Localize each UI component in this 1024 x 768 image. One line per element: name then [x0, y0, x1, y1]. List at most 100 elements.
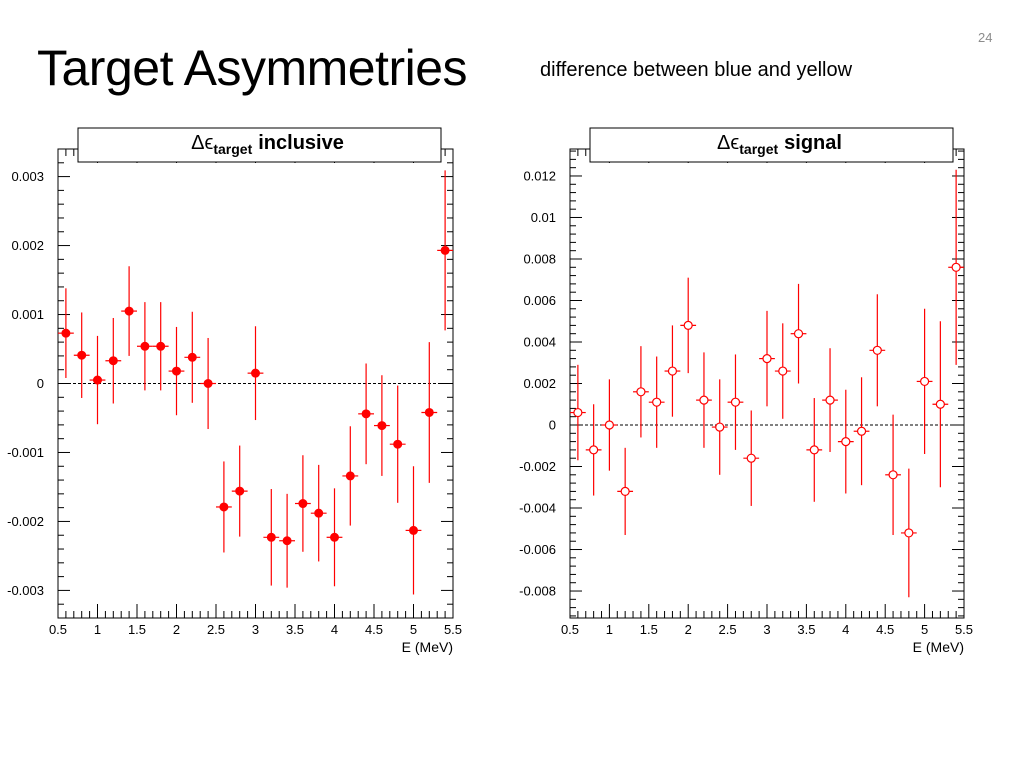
data-point	[326, 488, 343, 587]
marker-filled-circle	[361, 409, 371, 419]
y-tick-label: 0.012	[523, 168, 556, 183]
chart-title: Δϵtarget inclusive	[191, 132, 344, 157]
x-tick-label: 0.5	[561, 622, 579, 637]
marker-filled-circle	[424, 407, 434, 417]
data-point	[806, 398, 823, 502]
data-point	[279, 493, 295, 588]
x-tick-label: 4.5	[365, 622, 383, 637]
marker-open-circle	[904, 528, 914, 538]
data-point	[73, 312, 90, 398]
marker-open-circle	[888, 470, 898, 480]
x-tick-label: 4	[331, 622, 338, 637]
data-point	[617, 447, 634, 535]
data-point	[89, 335, 106, 425]
data-point	[916, 308, 933, 455]
marker-filled-circle	[251, 368, 260, 378]
chart-title-text: inclusive	[258, 132, 344, 154]
marker-filled-circle	[409, 525, 418, 535]
chart-title-box	[589, 127, 954, 163]
marker-filled-circle	[314, 508, 324, 518]
data-point	[664, 325, 681, 417]
y-tick-label: 0.002	[523, 376, 556, 391]
y-tick-label: -0.002	[7, 514, 44, 529]
marker-filled-circle	[282, 536, 292, 546]
y-tick-label: 0.01	[531, 210, 556, 225]
chart-title-subscript: target	[739, 141, 778, 157]
marker-open-circle	[746, 453, 756, 463]
data-point	[200, 337, 216, 430]
x-axis-label: E (MeV)	[913, 639, 964, 655]
data-point	[585, 404, 602, 496]
marker-filled-circle	[377, 421, 387, 431]
marker-filled-circle	[108, 356, 118, 366]
x-tick-label: 3.5	[286, 622, 304, 637]
y-tick-label: -0.004	[519, 501, 556, 516]
data-point	[711, 379, 728, 475]
marker-open-circle	[715, 422, 725, 432]
y-tick-label: 0.004	[523, 334, 556, 349]
marker-open-circle	[951, 262, 961, 272]
data-point	[216, 461, 232, 553]
data-point	[247, 326, 264, 421]
marker-filled-circle	[219, 502, 229, 512]
marker-open-circle	[604, 420, 615, 430]
marker-open-circle	[667, 366, 678, 376]
data-point	[601, 379, 618, 471]
slide-subtitle: difference between blue and yellow	[540, 59, 853, 81]
x-tick-label: 3	[763, 622, 770, 637]
chart-title-text: signal	[784, 132, 842, 154]
marker-open-circle	[620, 486, 630, 497]
y-tick-label: -0.001	[7, 445, 44, 460]
marker-filled-circle	[93, 375, 102, 385]
y-tick-label: 0.002	[11, 238, 44, 253]
data-point	[437, 170, 453, 331]
marker-filled-circle	[172, 366, 181, 376]
x-tick-label: 2.5	[207, 622, 225, 637]
data-point	[121, 266, 137, 356]
chart-title-subscript: target	[213, 141, 252, 157]
x-tick-label: 5.5	[444, 622, 462, 637]
marker-open-circle	[762, 353, 772, 364]
y-tick-label: 0.003	[11, 169, 44, 184]
marker-filled-circle	[440, 245, 450, 255]
chart-title-box	[77, 127, 442, 163]
data-point	[932, 321, 949, 488]
marker-open-circle	[841, 437, 851, 447]
x-tick-label: 5	[410, 622, 417, 637]
marker-open-circle	[652, 397, 662, 407]
data-point	[184, 311, 201, 403]
y-tick-label: 0.006	[523, 293, 556, 308]
data-point	[696, 352, 712, 448]
data-point	[105, 317, 122, 404]
data-point	[822, 348, 838, 452]
marker-filled-circle	[140, 341, 150, 351]
chart-title-symbol: Δϵ	[191, 132, 213, 154]
x-tick-label: 2.5	[719, 622, 737, 637]
data-point	[342, 426, 359, 526]
marker-filled-circle	[61, 328, 71, 338]
data-point	[168, 326, 185, 416]
marker-open-circle	[730, 397, 741, 407]
x-tick-label: 4	[842, 622, 849, 637]
y-tick-label: 0.001	[11, 307, 44, 322]
y-tick-label: -0.006	[519, 542, 556, 557]
data-point	[743, 410, 760, 506]
data-point	[137, 302, 153, 391]
y-tick-label: -0.003	[7, 583, 44, 598]
data-point	[389, 385, 406, 503]
marker-filled-circle	[393, 439, 403, 449]
x-tick-label: 5	[921, 622, 928, 637]
marker-open-circle	[919, 376, 930, 387]
marker-filled-circle	[187, 352, 197, 362]
marker-open-circle	[778, 366, 788, 376]
data-point	[853, 377, 870, 486]
data-point	[374, 375, 390, 476]
marker-open-circle	[825, 395, 835, 405]
x-tick-label: 0.5	[49, 622, 67, 637]
marker-open-circle	[809, 445, 819, 455]
x-tick-label: 1	[94, 622, 101, 637]
data-point	[759, 310, 775, 407]
y-tick-label: 0.008	[523, 251, 556, 266]
